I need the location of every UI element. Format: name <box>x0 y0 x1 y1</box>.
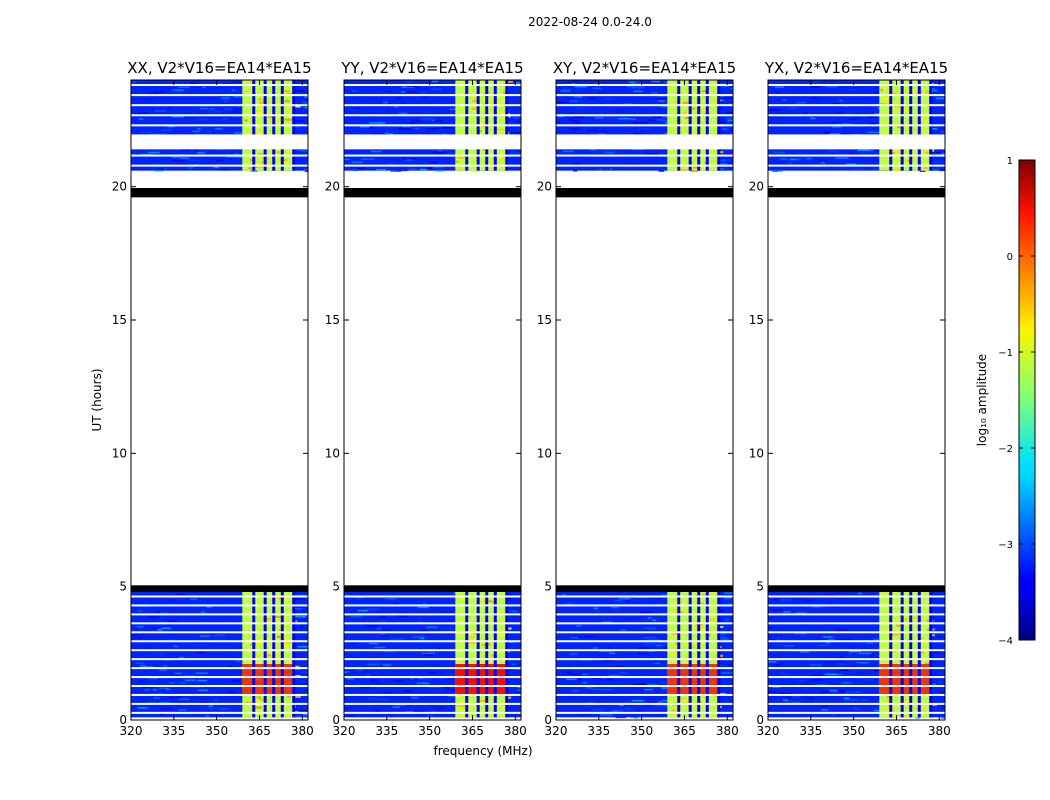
x-tick-label: 380 <box>928 724 951 738</box>
rfi-band <box>455 592 507 718</box>
y-tick-label: 0 <box>332 713 340 727</box>
y-tick-label: 20 <box>112 180 127 194</box>
x-tick-label: 380 <box>716 724 739 738</box>
y-tick-label: 10 <box>537 446 552 460</box>
x-tick-label: 350 <box>842 724 865 738</box>
plot-frame <box>767 79 946 721</box>
colorbar-tick-label: 1 <box>1007 156 1013 167</box>
x-tick-label: 320 <box>757 724 780 738</box>
flagged-band-1 <box>556 188 733 198</box>
colorbar-tick-label: −3 <box>998 540 1013 551</box>
waterfall-image <box>344 80 521 718</box>
colorbar-gradient <box>1018 159 1036 641</box>
y-tick-label: 10 <box>325 446 340 460</box>
flagged-band-1 <box>344 188 521 198</box>
plot-frame <box>343 79 522 721</box>
y-tick-label: 15 <box>112 313 127 327</box>
y-tick-label: 5 <box>544 580 552 594</box>
x-tick-label: 350 <box>630 724 653 738</box>
y-tick-label: 20 <box>749 180 764 194</box>
waterfall-image <box>556 80 733 719</box>
panel-xx: XX, V2*V16=EA14*EA15 320 335 350 365 380 0 5 10 1… <box>112 59 314 738</box>
x-tick-label: 320 <box>333 724 356 738</box>
x-tick-label: 320 <box>545 724 568 738</box>
y-tick-label: 20 <box>325 180 340 194</box>
plot-frame <box>555 79 734 721</box>
x-tick-label: 380 <box>291 724 314 738</box>
colorbar-tick-label: 0 <box>1007 252 1013 263</box>
x-tick-label: 380 <box>504 724 527 738</box>
colorbar-tick-label: −2 <box>998 444 1013 455</box>
rfi-band <box>667 592 719 718</box>
y-tick-label: 15 <box>537 313 552 327</box>
x-tick-label: 365 <box>248 724 271 738</box>
x-tick-label: 365 <box>673 724 696 738</box>
y-tick-label: 10 <box>749 446 764 460</box>
y-tick-label: 0 <box>119 713 127 727</box>
x-tick-label: 335 <box>162 724 185 738</box>
y-tick-label: 0 <box>756 713 764 727</box>
figure-suptitle: 2022-08-24 0.0-24.0 <box>528 15 652 29</box>
flagged-band-0 <box>344 585 521 592</box>
flagged-band-1 <box>768 188 945 198</box>
y-tick-label: 5 <box>756 580 764 594</box>
x-axis-label: frequency (MHz) <box>433 744 532 758</box>
y-tick-label: 10 <box>112 446 127 460</box>
x-tick-label: 365 <box>461 724 484 738</box>
x-tick-label: 320 <box>120 724 143 738</box>
flagged-band-0 <box>768 585 945 592</box>
y-tick-label: 5 <box>332 580 340 594</box>
colorbar: −4 −3 −2 −1 0 1 log₁₀ amplitude <box>975 156 1036 647</box>
rfi-band <box>879 592 931 718</box>
x-tick-label: 365 <box>885 724 908 738</box>
waterfall-image <box>131 80 308 718</box>
flagged-band-1 <box>131 188 308 198</box>
x-tick-label: 335 <box>799 724 822 738</box>
panel-title: YY, V2*V16=EA14*EA15 <box>340 59 523 77</box>
x-tick-label: 350 <box>205 724 228 738</box>
panel-yy: YY, V2*V16=EA14*EA15 320 335 350 365 380 0 5 10 1… <box>325 59 527 738</box>
panel-title: YX, V2*V16=EA14*EA15 <box>764 59 948 77</box>
colorbar-tick-label: −1 <box>998 348 1013 359</box>
plot-frame <box>130 79 309 721</box>
y-tick-label: 15 <box>749 313 764 327</box>
colorbar-tick-label: −4 <box>998 636 1013 647</box>
panel-title: XY, V2*V16=EA14*EA15 <box>553 59 736 77</box>
x-tick-label: 350 <box>418 724 441 738</box>
flagged-band-0 <box>131 585 308 592</box>
colorbar-label: log₁₀ amplitude <box>975 354 989 446</box>
panel-group: XX, V2*V16=EA14*EA15 320 335 350 365 380 0 5 10 1… <box>112 59 951 738</box>
y-axis-label: UT (hours) <box>90 368 104 431</box>
panel-yx: YX, V2*V16=EA14*EA15 320 335 350 365 380 0 5 10 1… <box>749 59 951 738</box>
y-tick-label: 0 <box>544 713 552 727</box>
panel-title: XX, V2*V16=EA14*EA15 <box>127 59 311 77</box>
x-tick-label: 335 <box>375 724 398 738</box>
waterfall-image <box>768 80 945 719</box>
y-tick-label: 20 <box>537 180 552 194</box>
flagged-band-0 <box>556 585 733 592</box>
y-tick-label: 15 <box>325 313 340 327</box>
y-tick-label: 5 <box>119 580 127 594</box>
panel-xy: XY, V2*V16=EA14*EA15 320 335 350 365 380 0 5 10 1… <box>537 59 739 738</box>
x-tick-label: 335 <box>587 724 610 738</box>
